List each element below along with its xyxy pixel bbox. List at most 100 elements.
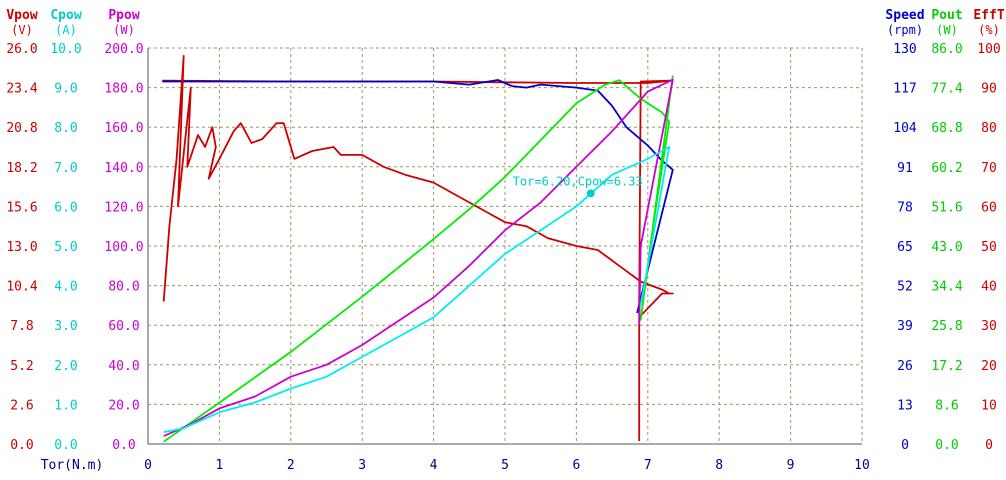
right-axis-tick: 52	[897, 280, 913, 295]
left-axis-tick: 4.0	[54, 280, 77, 295]
right-axis-tick: 30	[981, 319, 997, 334]
right-axis-tick: 0.0	[935, 438, 958, 453]
x-axis-label: Tor(N.m)	[41, 458, 104, 473]
left-axis-unit: (W)	[113, 23, 135, 37]
left-axis-tick: 160.0	[104, 121, 143, 136]
right-axis-tick: 91	[897, 161, 913, 176]
right-axis-tick: 10	[981, 398, 997, 413]
right-axis-tick: 70	[981, 161, 997, 176]
series-group	[162, 55, 674, 443]
x-axis-tick: 2	[287, 458, 295, 473]
annotation-marker	[586, 189, 595, 198]
right-axis-tick: 86.0	[931, 42, 962, 57]
left-axis-tick: 18.2	[6, 161, 37, 176]
left-axis-tick: 9.0	[54, 82, 77, 97]
left-axis-unit: (V)	[11, 23, 33, 37]
left-axis-tick: 2.0	[54, 359, 77, 374]
right-axis-tick: 20	[981, 359, 997, 374]
series-line-pout	[163, 75, 674, 443]
right-axis-tick: 40	[981, 280, 997, 295]
right-axis-tick: 17.2	[931, 359, 962, 374]
series-line-ppow	[163, 78, 674, 437]
right-axis-tick: 39	[897, 319, 913, 334]
x-axis-tick: 1	[215, 458, 223, 473]
left-axis-tick: 0.0	[112, 438, 135, 453]
left-axis-tick: 2.6	[10, 398, 33, 413]
left-axes: Vpow(V) 0.0 2.6 5.2 7.8 10.4 13.0 15.6 18.2 20.8 2…	[6, 8, 143, 453]
right-axis-tick: 0	[985, 438, 993, 453]
grid	[147, 47, 863, 445]
right-axis-tick: 80	[981, 121, 997, 136]
left-axis-tick: 5.0	[54, 240, 77, 255]
left-axis-tick: 40.0	[108, 359, 139, 374]
left-axis-tick: 0.0	[54, 438, 77, 453]
right-axis-unit: (%)	[978, 23, 1000, 37]
x-axis-tick: 3	[358, 458, 366, 473]
left-axis-tick: 10.0	[50, 42, 81, 57]
right-axis-tick: 77.4	[931, 82, 962, 97]
right-axis-tick: 68.8	[931, 121, 962, 136]
left-axis-name: Ppow	[108, 8, 139, 23]
x-axis-tick: 8	[715, 458, 723, 473]
series-line-speed	[162, 79, 674, 314]
left-axis-name: Vpow	[6, 8, 37, 23]
left-axis-tick: 20.8	[6, 121, 37, 136]
right-axis-tick: 65	[897, 240, 913, 255]
series-line-vpow	[162, 79, 673, 441]
left-axis-tick: 80.0	[108, 280, 139, 295]
left-axis-tick: 180.0	[104, 82, 143, 97]
right-axis-tick: 8.6	[935, 398, 958, 413]
right-axis-tick: 43.0	[931, 240, 962, 255]
left-axis-unit: (A)	[55, 23, 77, 37]
left-axis-tick: 100.0	[104, 240, 143, 255]
right-axis-tick: 0	[901, 438, 909, 453]
right-axis-tick: 78	[897, 200, 913, 215]
left-axis-name: Cpow	[50, 8, 81, 23]
right-axis-tick: 25.8	[931, 319, 962, 334]
x-axis: Tor(N.m) 0 1 2 3 4 5 6 7 8 9 10	[41, 458, 870, 473]
right-axis-tick: 34.4	[931, 280, 962, 295]
right-axis-name: Speed	[885, 8, 924, 23]
right-axis-unit: (W)	[936, 23, 958, 37]
right-axis-tick: 50	[981, 240, 997, 255]
x-axis-tick: 0	[144, 458, 152, 473]
x-axis-tick: 6	[572, 458, 580, 473]
x-axis-tick: 4	[430, 458, 438, 473]
x-axis-tick: 7	[644, 458, 652, 473]
annotation-group: Tor=6.20,Cpow=6.33	[513, 174, 643, 198]
left-axis-tick: 20.0	[108, 398, 139, 413]
right-axis-name: EffT	[973, 8, 1004, 23]
left-axis-tick: 6.0	[54, 200, 77, 215]
left-axis-tick: 13.0	[6, 240, 37, 255]
right-axis-tick: 60	[981, 200, 997, 215]
left-axis-tick: 7.8	[10, 319, 33, 334]
right-axis-unit: (rpm)	[887, 23, 923, 37]
left-axis-tick: 10.4	[6, 280, 37, 295]
right-axis-tick: 90	[981, 82, 997, 97]
x-axis-tick: 10	[854, 458, 870, 473]
x-axis-tick: 5	[501, 458, 509, 473]
right-axis-tick: 104	[893, 121, 917, 136]
left-axis-tick: 1.0	[54, 398, 77, 413]
left-axis-tick: 120.0	[104, 200, 143, 215]
left-axis-tick: 7.0	[54, 161, 77, 176]
left-axis-tick: 200.0	[104, 42, 143, 57]
left-axis-tick: 5.2	[10, 359, 33, 374]
left-axis-tick: 0.0	[10, 438, 33, 453]
left-axis-tick: 140.0	[104, 161, 143, 176]
right-axis-name: Pout	[931, 8, 962, 23]
left-axis-tick: 3.0	[54, 319, 77, 334]
right-axis-tick: 51.6	[931, 200, 962, 215]
right-axis-tick: 130	[893, 42, 916, 57]
left-axis-tick: 60.0	[108, 319, 139, 334]
right-axis-tick: 26	[897, 359, 913, 374]
annotation-label: Tor=6.20,Cpow=6.33	[513, 174, 643, 188]
left-axis-tick: 23.4	[6, 82, 37, 97]
series-line-efft	[162, 55, 674, 318]
left-axis-tick: 15.6	[6, 200, 37, 215]
right-axes: Speed(rpm) 0 13 26 39 52 65 78 91 104 117 130 Pout(W…	[885, 8, 1004, 453]
right-axis-tick: 100	[977, 42, 1000, 57]
left-axis-tick: 8.0	[54, 121, 77, 136]
right-axis-tick: 60.2	[931, 161, 962, 176]
